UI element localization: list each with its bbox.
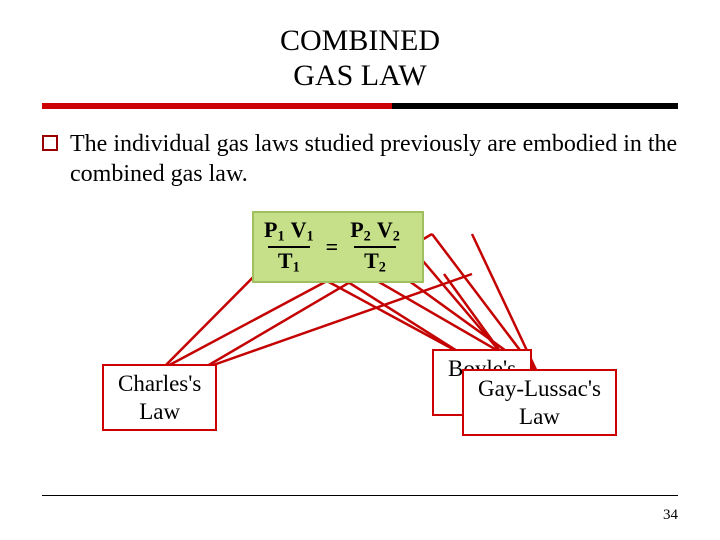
bullet-square-icon <box>42 135 58 151</box>
equation-grid: P1 V1 T1 = P2 V2 T2 <box>264 219 412 275</box>
var-T2: T <box>364 248 379 273</box>
var-V1: V <box>291 217 307 242</box>
title-rule <box>42 103 678 109</box>
charles-line2: Law <box>139 399 180 424</box>
slide-title: COMBINED GAS LAW <box>42 24 678 93</box>
title-line-2: GAS LAW <box>293 59 426 92</box>
title-line-1: COMBINED <box>280 24 440 57</box>
charles-line1: Charles's <box>118 371 201 396</box>
charles-law-box: Charles's Law <box>102 364 217 431</box>
footer-divider <box>42 495 678 496</box>
gay-line1: Gay-Lussac's <box>478 376 601 401</box>
equals-sign: = <box>320 233 345 262</box>
gay-line2: Law <box>519 404 560 429</box>
page-number: 34 <box>663 507 678 524</box>
gay-lussac-law-box: Gay-Lussac's Law <box>462 369 617 436</box>
bullet-item: The individual gas laws studied previous… <box>42 129 678 189</box>
var-P1: P <box>264 217 277 242</box>
slide-root: COMBINED GAS LAW The individual gas laws… <box>0 0 720 540</box>
var-T1: T <box>278 248 293 273</box>
fraction-right: P2 V2 T2 <box>350 219 400 275</box>
var-P2: P <box>350 217 363 242</box>
diagram-area: P1 V1 T1 = P2 V2 T2 Charles's Law <box>42 199 678 499</box>
title-rule-accent <box>42 103 392 109</box>
var-V2: V <box>377 217 393 242</box>
fraction-left: P1 V1 T1 <box>264 219 314 275</box>
equation-box: P1 V1 T1 = P2 V2 T2 <box>252 211 424 283</box>
bullet-text: The individual gas laws studied previous… <box>70 129 678 189</box>
